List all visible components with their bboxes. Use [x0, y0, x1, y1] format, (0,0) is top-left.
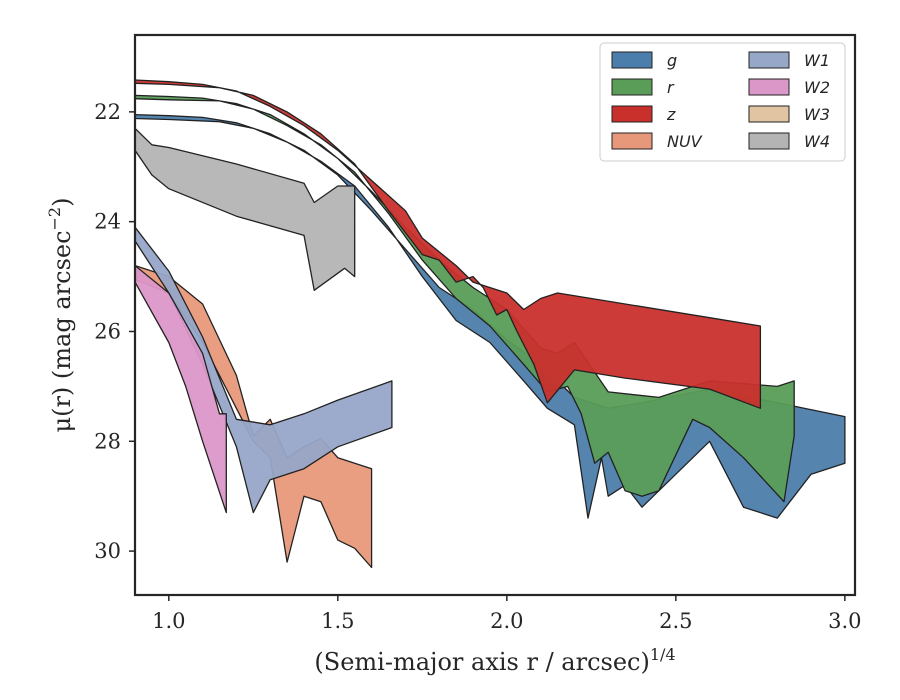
legend: grz NUV W1 W2 W3 W4	[599, 42, 846, 162]
legend-swatch-w3	[748, 105, 790, 123]
legend-swatch-z	[611, 105, 653, 123]
y-tick-label: 24	[94, 210, 121, 234]
x-tick-label: 2.0	[490, 609, 523, 633]
legend-frame	[599, 42, 846, 162]
y-tick-label: 22	[94, 100, 121, 124]
legend-label-g: g	[667, 51, 677, 70]
y-tick-label: 28	[94, 429, 121, 453]
plot-frame	[133, 33, 857, 597]
legend-swatch-g	[611, 51, 653, 69]
legend-label-w3: W3	[804, 105, 830, 124]
x-axis-label: (Semi-major axis r / arcsec)1/4	[314, 645, 675, 676]
legend-label-z: z	[666, 105, 676, 124]
series-band-w4	[135, 127, 356, 291]
x-tick-label: 1.0	[152, 609, 185, 633]
legend-label-r: r	[667, 78, 675, 97]
legend-label-w1: W1	[804, 51, 830, 70]
legend-label-nuv: NUV	[667, 132, 703, 151]
legend-swatch-nuv	[611, 132, 653, 150]
legend-label-w2: W2	[804, 78, 830, 97]
legend-label-w4: W4	[804, 132, 830, 151]
y-tick-label: 30	[94, 539, 121, 563]
y-tick-label: 26	[94, 319, 121, 343]
tick-layer: 1.0 1.5 2.0 2.5 3.0 22 24 26 28 30	[94, 100, 861, 633]
x-tick-label: 1.5	[321, 609, 354, 633]
x-tick-label: 2.5	[659, 609, 692, 633]
y-axis-label: μ(r) (mag arcsec−2)	[45, 198, 76, 433]
series-band-w2	[135, 264, 227, 514]
legend-swatch-w2	[748, 78, 790, 96]
legend-swatch-w1	[748, 51, 790, 69]
series-band-z	[135, 79, 762, 409]
legend-swatch-r	[611, 78, 653, 96]
x-tick-label: 3.0	[828, 609, 861, 633]
series-layer	[135, 79, 846, 569]
legend-swatch-w4	[748, 132, 790, 150]
